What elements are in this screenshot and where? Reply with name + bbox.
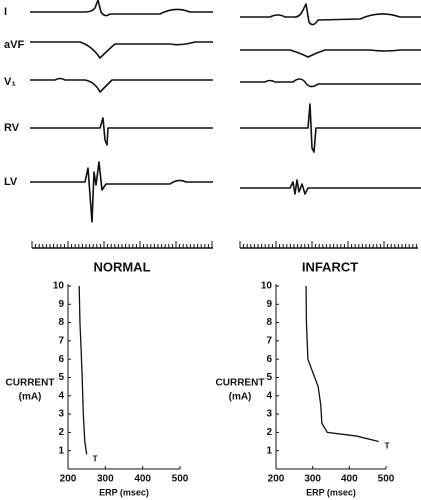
x-axis-label: ERP (msec) (99, 487, 149, 497)
x-tick-label: 400 (341, 474, 358, 485)
x-tick-label: 500 (172, 474, 189, 485)
y-tick-label: 2 (266, 427, 272, 438)
trace-v1 (30, 77, 213, 93)
lead-label: V₁ (4, 76, 16, 88)
erp-curve (78, 285, 88, 455)
y-tick-label: 9 (58, 299, 64, 310)
y-tick-label: 9 (266, 299, 272, 310)
y-tick-label: 3 (58, 409, 64, 420)
column-title: NORMAL (93, 259, 150, 274)
trace-v1 (240, 78, 421, 88)
y-tick-label: 8 (266, 317, 272, 328)
y-tick-label: 10 (53, 281, 65, 292)
y-axis-unit: (mA) (19, 392, 42, 403)
y-axis-unit: (mA) (229, 392, 252, 403)
y-tick-label: 1 (58, 445, 64, 456)
trace-lv (30, 161, 213, 223)
trace-rv (30, 117, 213, 146)
y-tick-label: 6 (266, 354, 272, 365)
y-tick-label: 4 (58, 390, 64, 401)
y-axis-label: CURRENT (6, 378, 55, 389)
time-scale (31, 241, 418, 249)
trace-avf (240, 49, 421, 58)
trace-lv (240, 179, 421, 195)
x-tick-label: 300 (304, 474, 321, 485)
trace-avf (30, 41, 213, 59)
annotation: T (385, 442, 390, 451)
y-tick-label: 4 (266, 390, 272, 401)
y-tick-label: 5 (58, 372, 64, 383)
y-tick-label: 8 (58, 317, 64, 328)
y-tick-label: 2 (58, 427, 64, 438)
x-tick-label: 300 (97, 474, 114, 485)
lead-label: LV (4, 176, 18, 188)
lead-label: aVF (4, 39, 24, 51)
x-tick-label: 200 (268, 474, 285, 485)
annotation: T (93, 454, 98, 463)
trace-rv (240, 103, 421, 153)
y-tick-label: 10 (261, 281, 273, 292)
x-tick-label: 500 (378, 474, 395, 485)
y-tick-label: 3 (266, 409, 272, 420)
ecg-normal (30, 0, 213, 223)
lead-label: RV (4, 122, 20, 134)
trace-i (30, 0, 213, 17)
column-title: INFARCT (302, 259, 358, 274)
y-tick-label: 7 (58, 336, 64, 347)
ecg-infarct (240, 3, 421, 195)
y-tick-label: 7 (266, 336, 272, 347)
lead-label: I (4, 6, 7, 18)
trace-i (240, 3, 421, 26)
x-axis-label: ERP (msec) (306, 487, 356, 497)
x-tick-label: 200 (60, 474, 77, 485)
y-tick-label: 6 (58, 354, 64, 365)
y-tick-label: 5 (266, 372, 272, 383)
y-tick-label: 1 (266, 445, 272, 456)
y-axis-label: CURRENT (216, 378, 265, 389)
x-tick-label: 400 (134, 474, 151, 485)
erp-curve (305, 285, 379, 443)
